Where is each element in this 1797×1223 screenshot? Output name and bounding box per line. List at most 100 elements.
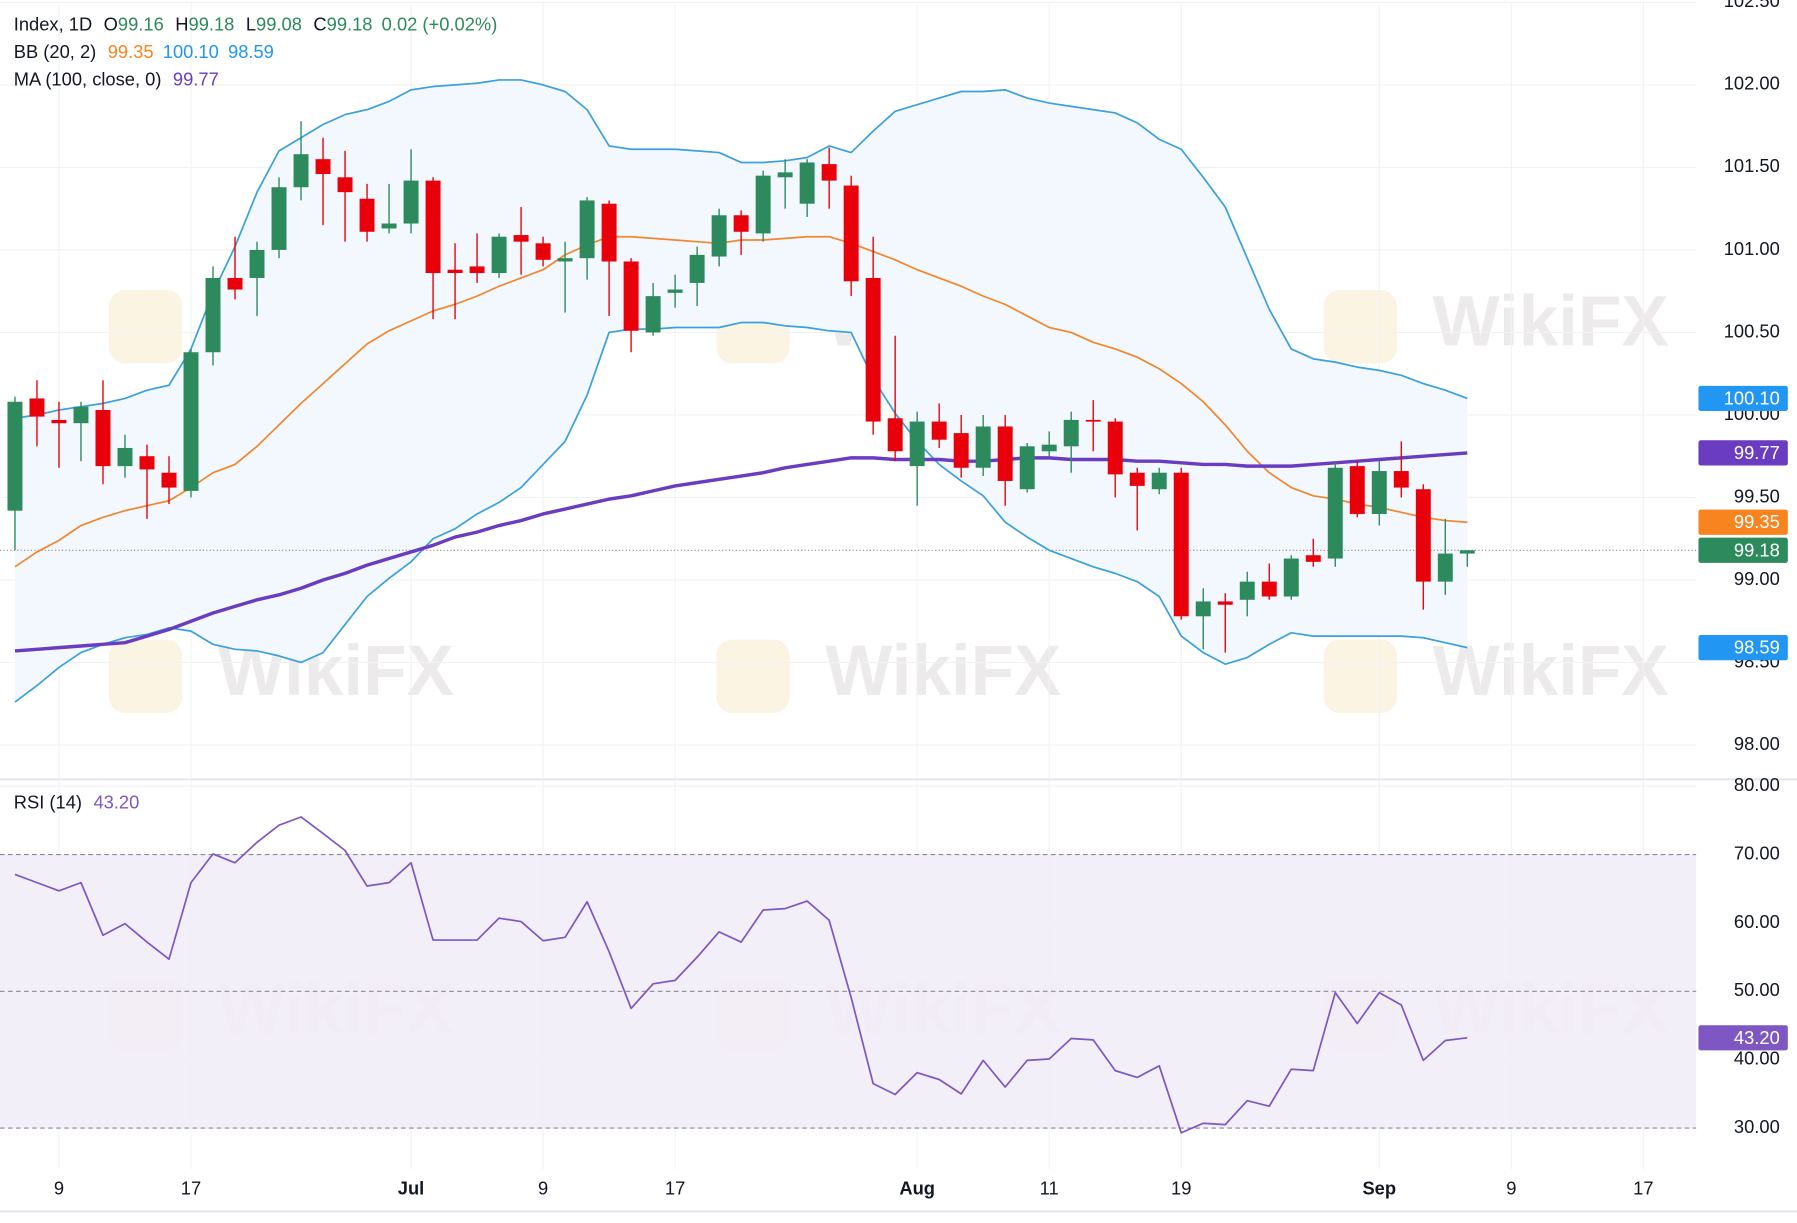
candle-body <box>711 215 727 257</box>
y-tick-label: 100.50 <box>1724 320 1780 341</box>
candle-body <box>73 406 89 424</box>
candle-body <box>931 421 947 440</box>
legend-item: 43.20 <box>93 791 139 812</box>
candle-body <box>1019 446 1035 490</box>
candle-body <box>755 175 771 234</box>
candle-body <box>689 254 705 283</box>
x-tick-label: 9 <box>54 1178 64 1199</box>
rsi-band <box>0 854 1697 1129</box>
legend-item: L <box>246 13 256 34</box>
candle-body <box>1437 553 1453 582</box>
price-badge-label: 98.59 <box>1734 637 1780 658</box>
candle-body <box>1129 472 1145 486</box>
price-badge <box>1698 385 1788 412</box>
candle-body <box>425 180 441 274</box>
rsi-line <box>14 816 1468 1134</box>
candle-body <box>337 177 353 193</box>
candle-body <box>1393 471 1409 488</box>
candle-body <box>447 269 463 274</box>
candle-body <box>733 215 749 232</box>
candle-body <box>887 418 903 452</box>
price-badge-label: 100.10 <box>1724 387 1780 408</box>
candle-body <box>249 249 265 278</box>
candle-body <box>7 401 23 511</box>
candle-body <box>161 472 177 488</box>
x-tick-label: 19 <box>1171 1178 1191 1199</box>
y-tick-label: 101.00 <box>1724 238 1780 259</box>
x-tick-label: Sep <box>1362 1178 1396 1199</box>
candle-body <box>601 203 617 262</box>
y-tick-label: 99.50 <box>1734 485 1780 506</box>
candle-body <box>1415 489 1431 582</box>
candle-body <box>491 236 507 274</box>
y-tick-label: 40.00 <box>1734 1048 1780 1069</box>
y-tick-label: 60.00 <box>1734 911 1780 932</box>
legend-item: 99.35 <box>108 41 154 62</box>
candle-body <box>359 198 375 232</box>
rsi-legend: RSI (14) 43.20 <box>14 791 140 812</box>
watermark-icon <box>108 639 183 713</box>
candle-body <box>469 266 485 274</box>
legend-item: 99.18 <box>189 13 235 34</box>
candle-body <box>1173 472 1189 617</box>
legend-item: Index, 1D <box>14 13 92 34</box>
price-badge-label: 99.18 <box>1734 539 1780 560</box>
ohlc-legend: Index, 1D O99.16 H99.18 L99.08 C99.18 0.02 (+… <box>14 13 498 34</box>
legend-item: H <box>175 13 188 34</box>
legend-item: 98.59 <box>228 41 274 62</box>
candle-body <box>381 223 397 229</box>
candle-body <box>645 296 661 333</box>
indicator-legend: BB (20, 2) 99.35 100.10 98.59 <box>14 41 274 62</box>
candle-body <box>1217 601 1233 605</box>
y-tick-label: 70.00 <box>1734 842 1780 863</box>
y-tick-label: 101.50 <box>1724 155 1780 176</box>
watermark: WikiFX <box>825 632 1061 711</box>
x-tick-label: 17 <box>181 1178 201 1199</box>
y-tick-label: 102.00 <box>1724 73 1780 94</box>
y-tick-label: 102.50 <box>1724 0 1780 11</box>
candle-body <box>1327 467 1343 559</box>
candle-body <box>513 235 529 242</box>
candle-body <box>1371 471 1387 514</box>
candle-body <box>1349 466 1365 514</box>
indicator-line <box>14 321 1468 703</box>
watermark-icon <box>108 290 183 364</box>
x-tick-label: 17 <box>1633 1178 1653 1199</box>
legend-item: 99.77 <box>173 68 219 89</box>
x-tick-label: 9 <box>1506 1178 1516 1199</box>
candle-body <box>1085 419 1101 422</box>
bb-fill <box>14 79 1468 703</box>
candle-body <box>1151 472 1167 490</box>
candle-body <box>1107 421 1123 475</box>
candle-body <box>29 398 45 417</box>
candle-body <box>777 172 793 178</box>
candle-body <box>1261 581 1277 597</box>
candle-body <box>821 164 837 181</box>
x-tick-label: 17 <box>665 1178 685 1199</box>
price-badge <box>1698 509 1788 535</box>
candle-body <box>1239 581 1255 600</box>
candle-body <box>271 187 287 250</box>
price-badge-label: 99.77 <box>1734 442 1780 463</box>
price-badge <box>1698 1025 1788 1051</box>
candle-body <box>117 447 133 467</box>
candle-body <box>953 433 969 468</box>
candle-body <box>865 277 881 422</box>
candle-body <box>667 289 683 293</box>
x-tick-label: 11 <box>1040 1178 1059 1199</box>
price-badge <box>1698 635 1788 661</box>
candle-body <box>799 162 815 204</box>
y-tick-label: 98.00 <box>1734 733 1780 754</box>
x-tick-label: Aug <box>899 1178 935 1199</box>
candle-body <box>557 258 573 262</box>
candle-body <box>139 456 155 470</box>
legend-item: 99.16 <box>118 13 164 34</box>
legend-item: 100.10 <box>163 41 219 62</box>
candle-body <box>909 421 925 467</box>
indicator-legend: MA (100, close, 0) 99.77 <box>14 68 219 89</box>
legend-item: 0.02 (+0.02%) <box>382 13 498 34</box>
legend-item: C <box>313 13 326 34</box>
candle-body <box>1459 550 1475 554</box>
